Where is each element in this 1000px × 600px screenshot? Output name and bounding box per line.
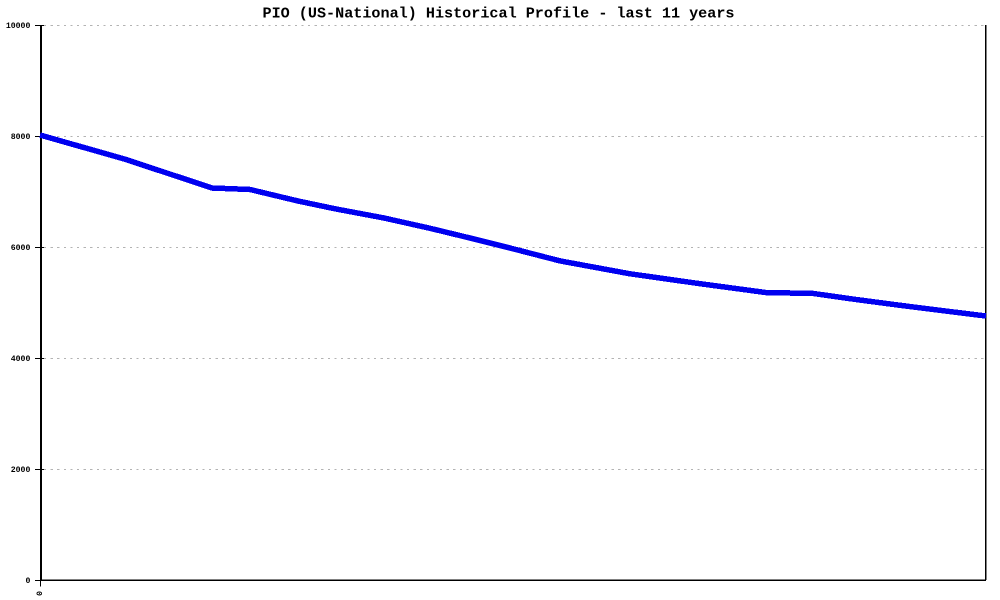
svg-text:6000: 6000 [11, 244, 31, 253]
svg-text:2000: 2000 [11, 466, 31, 475]
svg-text:0: 0 [25, 577, 30, 586]
svg-text:10000: 10000 [6, 22, 31, 31]
svg-text:PIO (US-National) Historical P: PIO (US-National) Historical Profile - l… [263, 5, 735, 23]
svg-text:0: 0 [34, 591, 43, 596]
svg-text:8000: 8000 [11, 133, 31, 142]
svg-text:4000: 4000 [11, 355, 31, 364]
